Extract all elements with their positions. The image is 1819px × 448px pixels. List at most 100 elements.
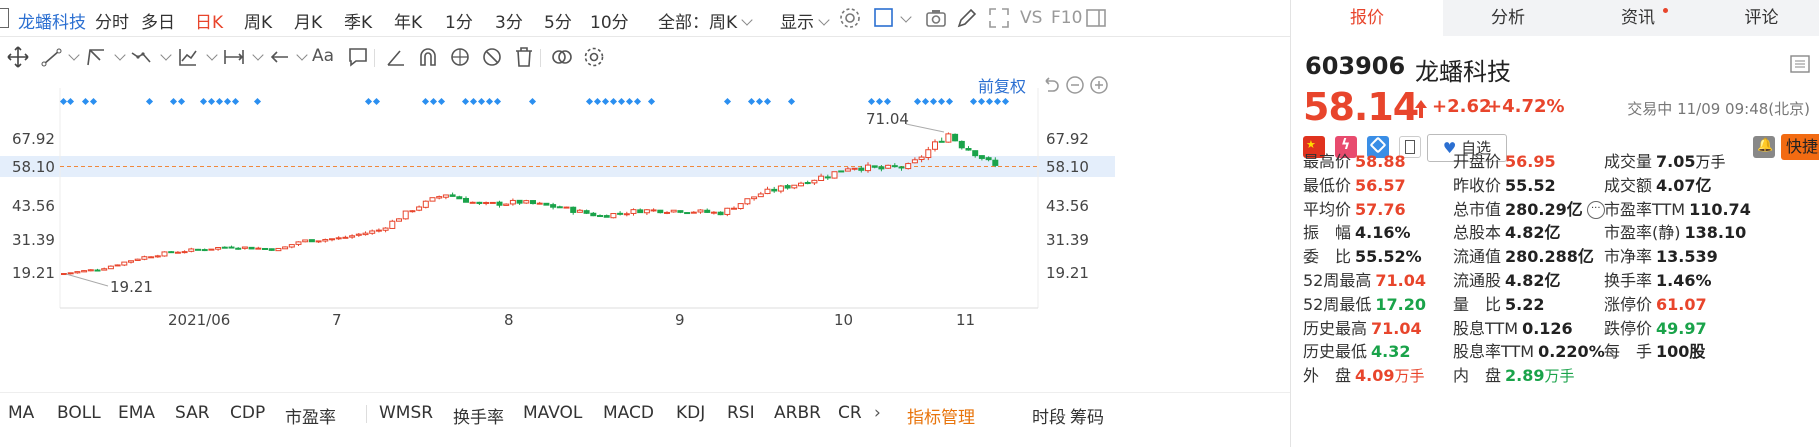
event-marker[interactable]	[883, 97, 892, 106]
event-marker[interactable]	[169, 97, 178, 106]
event-marker[interactable]	[89, 97, 98, 106]
event-marker[interactable]	[372, 97, 381, 106]
chevron-down-icon[interactable]	[68, 49, 80, 61]
event-marker[interactable]	[528, 97, 537, 106]
color-box-icon[interactable]	[872, 6, 896, 30]
indicator-ma[interactable]: MA	[8, 403, 35, 423]
menu-lines-icon[interactable]	[1789, 54, 1811, 74]
event-marker[interactable]	[985, 97, 994, 106]
period-tab-daily[interactable]: 日K	[195, 13, 224, 33]
period-tab-5min[interactable]: 5分	[544, 13, 572, 33]
pencil-icon[interactable]	[955, 6, 979, 30]
period-tab-weekly[interactable]: 周K	[244, 13, 273, 33]
trash-icon[interactable]	[512, 45, 536, 69]
vs-compare-button[interactable]: VS	[1020, 8, 1043, 28]
bell-alert-icon[interactable]: 🔔	[1753, 136, 1775, 158]
arrow-left-icon[interactable]	[268, 45, 292, 69]
indicator-wmsr[interactable]: WMSR	[379, 403, 434, 423]
zoom-in-icon[interactable]	[1088, 74, 1110, 96]
chevron-down-icon[interactable]	[160, 49, 172, 61]
comment-icon[interactable]	[346, 45, 370, 69]
chevron-down-icon[interactable]	[900, 11, 912, 23]
event-marker[interactable]	[787, 97, 796, 106]
tab-news[interactable]: 资讯	[1621, 8, 1655, 28]
sidebar-toggle-icon[interactable]	[0, 8, 9, 28]
event-marker[interactable]	[485, 97, 494, 106]
event-marker[interactable]	[59, 97, 68, 106]
chips-button[interactable]: 筹码	[1070, 408, 1104, 428]
event-marker[interactable]	[993, 97, 1002, 106]
fib-chart-icon[interactable]	[176, 45, 200, 69]
period-tab-monthly[interactable]: 月K	[294, 13, 323, 33]
indicator-cr[interactable]: CR	[838, 403, 862, 423]
event-marker[interactable]	[177, 97, 186, 106]
event-marker[interactable]	[945, 97, 954, 106]
period-tab-multiday[interactable]: 多日	[141, 13, 175, 33]
text-tool-icon[interactable]: Aa	[312, 46, 335, 66]
event-marker[interactable]	[875, 97, 884, 106]
indicator-rsi[interactable]: RSI	[727, 403, 755, 423]
move-cross-icon[interactable]	[6, 45, 30, 69]
quick-trade-button[interactable]: 快捷交易	[1781, 134, 1819, 160]
period-tab-intraday[interactable]: 分时	[95, 13, 129, 33]
event-marker[interactable]	[617, 97, 626, 106]
event-marker[interactable]	[493, 97, 502, 106]
event-marker[interactable]	[81, 97, 90, 106]
hide-drawing-icon[interactable]	[480, 45, 504, 69]
event-marker[interactable]	[867, 97, 876, 106]
event-marker[interactable]	[921, 97, 930, 106]
event-marker[interactable]	[469, 97, 478, 106]
chevron-down-icon[interactable]	[206, 49, 218, 61]
angle-icon[interactable]	[384, 45, 408, 69]
camera-icon[interactable]	[924, 6, 948, 30]
undo-icon[interactable]	[1040, 74, 1062, 96]
lock-drawing-icon[interactable]	[448, 45, 472, 69]
event-marker[interactable]	[429, 97, 438, 106]
event-marker[interactable]	[437, 97, 446, 106]
event-marker[interactable]	[231, 97, 240, 106]
line-segment-icon[interactable]	[40, 45, 64, 69]
event-marker[interactable]	[977, 97, 986, 106]
period-tab-yearly[interactable]: 年K	[394, 13, 423, 33]
chevron-down-icon[interactable]	[252, 49, 264, 61]
more-options-icon[interactable]: ···	[1586, 201, 1605, 220]
zoom-out-icon[interactable]	[1064, 74, 1086, 96]
display-dropdown[interactable]: 显示	[780, 8, 830, 33]
event-marker[interactable]	[723, 97, 732, 106]
event-marker[interactable]	[747, 97, 756, 106]
event-marker[interactable]	[763, 97, 772, 106]
indicator-manage-button[interactable]: 指标管理	[907, 408, 975, 428]
event-marker[interactable]	[593, 97, 602, 106]
event-marker[interactable]	[647, 97, 656, 106]
drawing-settings-icon[interactable]	[582, 45, 606, 69]
event-marker[interactable]	[364, 97, 373, 106]
indicator-boll[interactable]: BOLL	[57, 403, 101, 423]
period-tab-10min[interactable]: 10分	[590, 13, 629, 33]
event-marker[interactable]	[66, 97, 75, 106]
indicator-kdj[interactable]: KDJ	[676, 403, 706, 423]
event-marker[interactable]	[609, 97, 618, 106]
event-marker[interactable]	[1001, 97, 1010, 106]
indicator-pe[interactable]: 市盈率	[285, 408, 336, 428]
stock-name-link[interactable]: 龙蟠科技	[18, 13, 86, 33]
event-marker[interactable]	[625, 97, 634, 106]
event-marker[interactable]	[207, 97, 216, 106]
indicator-turnover[interactable]: 换手率	[453, 408, 504, 428]
document-icon[interactable]	[1399, 136, 1421, 158]
magnet-icon[interactable]	[416, 45, 440, 69]
event-marker[interactable]	[929, 97, 938, 106]
range-select[interactable]: 全部：周K	[658, 8, 753, 33]
f10-button[interactable]: F10	[1051, 8, 1083, 28]
tab-comments[interactable]: 评论	[1744, 8, 1779, 28]
indicator-cdp[interactable]: CDP	[230, 403, 266, 423]
range-measure-icon[interactable]	[222, 45, 246, 69]
event-marker[interactable]	[199, 97, 208, 106]
event-marker[interactable]	[215, 97, 224, 106]
fullscreen-icon[interactable]	[987, 6, 1011, 30]
tab-quote[interactable]: 报价	[1291, 0, 1443, 36]
event-marker[interactable]	[913, 97, 922, 106]
link-rings-icon[interactable]	[550, 45, 574, 69]
event-marker[interactable]	[461, 97, 470, 106]
event-marker[interactable]	[969, 97, 978, 106]
kline-chart[interactable]: 前复权 67.92 58.10 43.56 31.39 19.21 67.92 …	[0, 76, 1290, 388]
